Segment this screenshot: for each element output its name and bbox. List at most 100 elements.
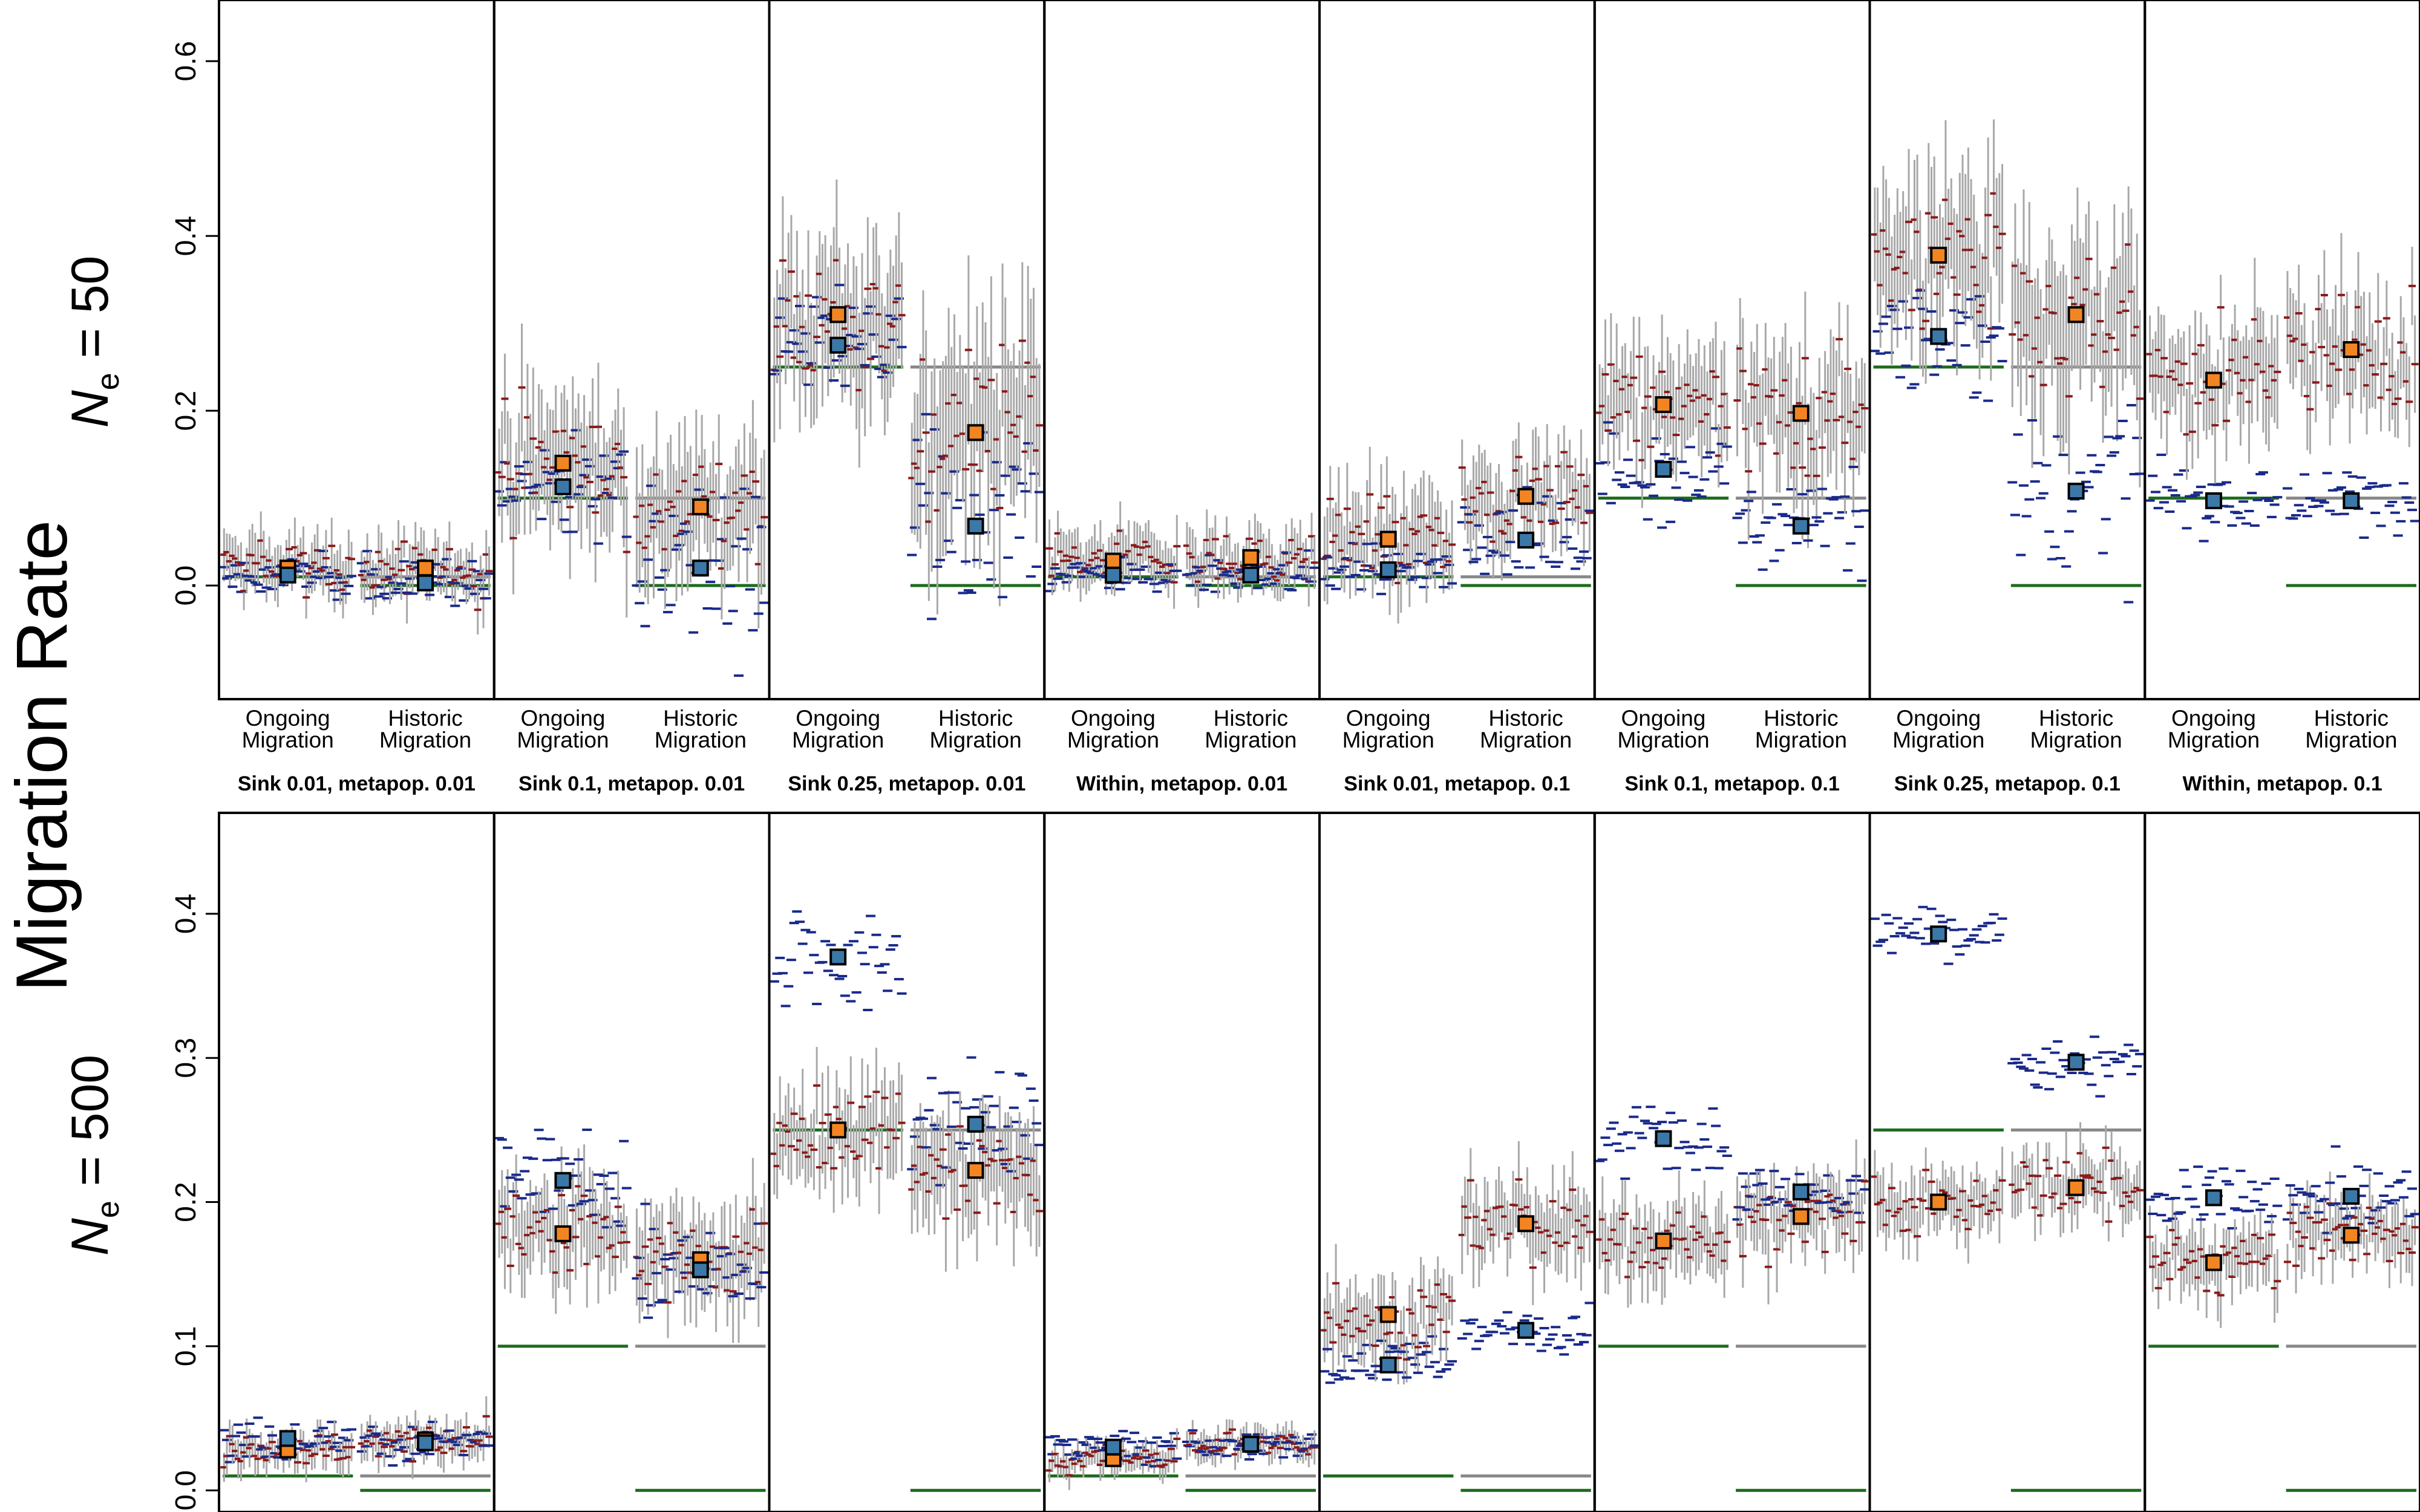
mean-point-orange bbox=[829, 1121, 847, 1139]
mean-point-blue bbox=[2205, 492, 2222, 509]
mean-point-orange bbox=[2343, 341, 2360, 358]
y-tick-label: 0.4 bbox=[170, 893, 202, 934]
mean-point-orange bbox=[967, 1162, 984, 1179]
y-tick-label: 0.6 bbox=[170, 41, 202, 82]
condition-label: Migration bbox=[1892, 728, 1984, 752]
panel-0-6 bbox=[1868, 0, 2147, 700]
group-label: Sink 0.25, metapop. 0.01 bbox=[788, 772, 1025, 795]
mean-point-orange bbox=[1930, 246, 1947, 264]
y-tick-label: 0.1 bbox=[170, 1326, 202, 1367]
panel-frame bbox=[2144, 0, 2420, 700]
y-tick-label: 0.2 bbox=[170, 1182, 202, 1222]
condition-label: Migration bbox=[2305, 728, 2397, 752]
condition-label: Historic bbox=[1214, 706, 1288, 731]
condition-label: Migration bbox=[1342, 728, 1434, 752]
group-label: Sink 0.1, metapop. 0.01 bbox=[518, 772, 745, 795]
condition-label: Migration bbox=[242, 728, 334, 752]
panel-0-1 bbox=[492, 0, 771, 700]
condition-label: Migration bbox=[1755, 728, 1847, 752]
mean-point-blue bbox=[2343, 492, 2360, 509]
condition-label: Migration bbox=[929, 728, 1021, 752]
condition-label: Historic bbox=[938, 706, 1013, 731]
condition-label: Migration bbox=[1617, 728, 1709, 752]
group-label: Within, metapop. 0.1 bbox=[2182, 772, 2382, 795]
mean-point-blue bbox=[1517, 1321, 1535, 1339]
condition-label: Historic bbox=[388, 706, 462, 731]
mean-point-blue bbox=[1379, 1356, 1397, 1374]
panel-0-7 bbox=[2144, 0, 2420, 700]
panel-1-2 bbox=[768, 812, 1046, 1512]
mean-point-blue bbox=[1104, 1438, 1122, 1456]
condition-label: Ongoing bbox=[2171, 706, 2256, 731]
panel-0-3 bbox=[1043, 0, 1321, 700]
mean-point-blue bbox=[692, 559, 709, 577]
y-tick-label: 0.2 bbox=[170, 391, 202, 431]
panel-frame bbox=[2144, 812, 2420, 1512]
panel-0-5 bbox=[1593, 0, 1871, 700]
condition-label: Ongoing bbox=[1621, 706, 1705, 731]
mean-point-orange bbox=[554, 454, 572, 472]
mean-point-orange bbox=[1517, 1215, 1535, 1233]
panel-frame bbox=[218, 812, 495, 1512]
condition-label: Ongoing bbox=[796, 706, 880, 731]
y-tick-label: 0.3 bbox=[170, 1038, 202, 1078]
mean-point-orange bbox=[829, 306, 847, 324]
mean-point-blue bbox=[417, 574, 434, 591]
mean-point-blue bbox=[1655, 1130, 1672, 1147]
panel-0-0 bbox=[218, 0, 495, 700]
condition-label: Historic bbox=[663, 706, 737, 731]
condition-label: Historic bbox=[1764, 706, 1838, 731]
condition-label: Historic bbox=[2039, 706, 2113, 731]
condition-label: Migration bbox=[1480, 728, 1572, 752]
group-label: Sink 0.01, metapop. 0.01 bbox=[238, 772, 476, 795]
mean-point-orange bbox=[1242, 549, 1260, 566]
group-label: Sink 0.25, metapop. 0.1 bbox=[1894, 772, 2121, 795]
mean-point-orange bbox=[692, 498, 709, 516]
panel-1-0 bbox=[218, 812, 495, 1512]
panel-frame bbox=[492, 812, 771, 1512]
panel-1-1 bbox=[492, 812, 771, 1512]
panel-0-2 bbox=[768, 0, 1046, 700]
condition-label: Migration bbox=[655, 728, 747, 752]
mean-point-orange bbox=[1104, 552, 1122, 570]
mean-point-blue bbox=[1242, 1435, 1260, 1453]
group-label: Within, metapop. 0.01 bbox=[1076, 772, 1287, 795]
mean-point-blue bbox=[2343, 1188, 2360, 1205]
condition-label: Migration bbox=[1205, 728, 1297, 752]
mean-point-blue bbox=[1379, 561, 1397, 579]
mean-point-blue bbox=[829, 948, 847, 966]
panel-frame bbox=[1593, 0, 1871, 700]
mean-point-orange bbox=[1517, 487, 1535, 505]
mean-point-orange bbox=[967, 424, 984, 442]
mean-point-orange bbox=[1379, 1306, 1397, 1323]
mean-point-blue bbox=[1930, 328, 1947, 345]
mean-point-blue bbox=[967, 517, 984, 535]
condition-label: Ongoing bbox=[1896, 706, 1981, 731]
condition-label: Ongoing bbox=[1071, 706, 1156, 731]
mean-point-orange bbox=[554, 1225, 572, 1242]
plot-row-0: 0.0 0.2 0.4 0.6 bbox=[170, 0, 2420, 700]
condition-label: Migration bbox=[2168, 728, 2260, 752]
mean-point-blue bbox=[692, 1261, 709, 1279]
panel-frame bbox=[1318, 0, 1596, 700]
panel-frame bbox=[1318, 812, 1596, 1512]
mean-point-blue bbox=[554, 1171, 572, 1189]
mean-point-orange bbox=[2343, 1227, 2360, 1244]
mean-point-blue bbox=[279, 1430, 296, 1447]
row-labels: Migration Rate Ne = 50 Ne = 500 bbox=[1, 256, 126, 1256]
mean-point-blue bbox=[967, 1115, 984, 1133]
panel-frame bbox=[1593, 812, 1871, 1512]
row-label-top: Ne = 50 bbox=[61, 256, 126, 428]
y-tick-label: 0.0 bbox=[170, 565, 202, 606]
mean-point-orange bbox=[2205, 1254, 2222, 1271]
mean-point-blue bbox=[554, 478, 572, 495]
y-tick-label: 0.4 bbox=[170, 216, 202, 256]
plot-layer: 0.0 0.2 0.4 0.6 0.0 0.1 0.2 0.3 0.4 bbox=[170, 0, 2420, 1512]
row-label-bottom: Ne = 500 bbox=[61, 1055, 126, 1256]
mean-point-blue bbox=[1655, 460, 1672, 478]
condition-label: Migration bbox=[792, 728, 884, 752]
panel-1-3 bbox=[1043, 812, 1321, 1512]
mean-point-orange bbox=[1379, 530, 1397, 548]
